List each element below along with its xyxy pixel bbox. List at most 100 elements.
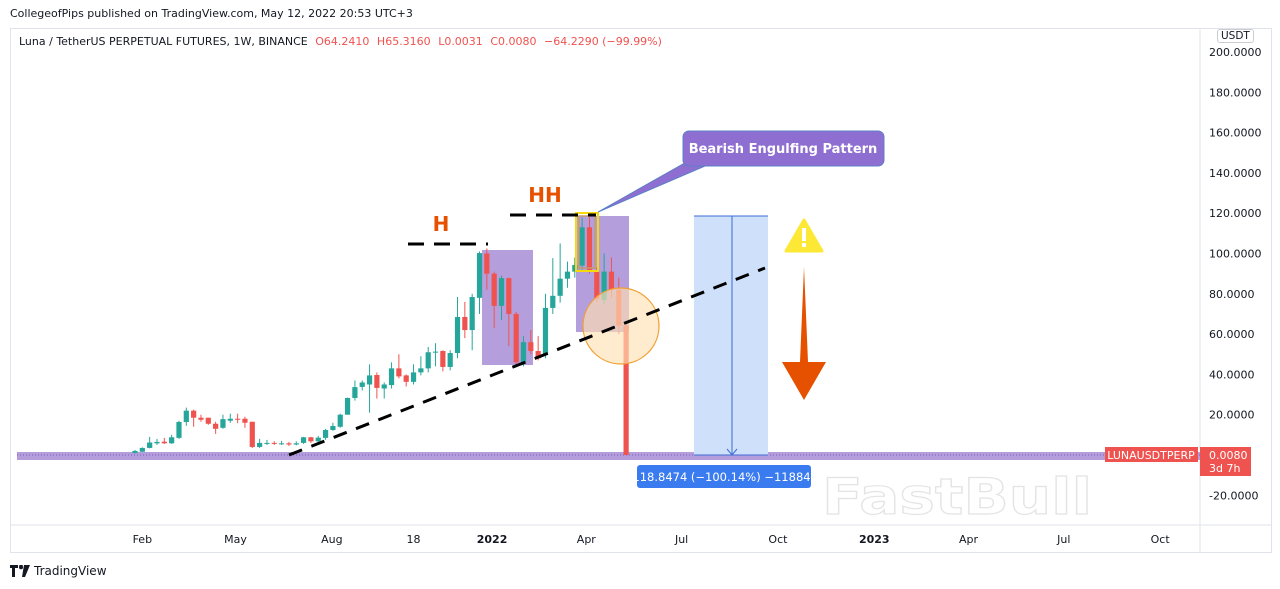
breakdown-circle <box>582 287 660 365</box>
candle <box>176 420 182 439</box>
time-tick-label: Apr <box>959 533 979 546</box>
candle-body <box>286 443 292 445</box>
candle-body <box>147 442 153 448</box>
footer-brand: TradingView <box>34 564 107 578</box>
candle-body <box>608 271 615 290</box>
symbol-price-tag <box>1105 447 1198 462</box>
candle <box>396 354 402 379</box>
candle-body <box>213 423 219 429</box>
candle <box>205 417 211 425</box>
candle <box>454 297 461 359</box>
tradingview-logo[interactable]: TradingView <box>10 564 107 578</box>
price-tick-label: 80.0000 <box>1209 288 1255 301</box>
candle-body <box>293 443 299 445</box>
price-tick-label: 200.0000 <box>1209 46 1262 59</box>
currency-button[interactable]: USDT <box>1217 29 1254 43</box>
time-tick-label: Oct <box>1151 533 1171 546</box>
candle <box>330 422 336 431</box>
measure-label-box <box>637 465 811 488</box>
candle-body <box>300 437 307 443</box>
candle <box>227 413 233 423</box>
candle-body <box>279 443 285 445</box>
candle-body <box>235 418 241 420</box>
candle-body <box>154 441 160 444</box>
candle-body <box>330 425 336 431</box>
legend-close: C0.0080 <box>490 35 537 48</box>
candle-body <box>315 437 321 442</box>
label-h: H <box>433 212 450 236</box>
candle <box>564 261 571 288</box>
candle <box>579 217 585 270</box>
price-tick-label: 120.0000 <box>1209 207 1262 220</box>
price-tick-label: 160.0000 <box>1209 127 1262 140</box>
measure-label-text: −118.8474 (−100.14%) −1188474 <box>623 470 825 484</box>
time-tick-label: Jul <box>1056 533 1070 546</box>
candle-body <box>601 271 607 300</box>
candle <box>293 441 299 446</box>
candle <box>491 271 497 329</box>
candle-body <box>359 382 365 387</box>
candle <box>440 350 446 372</box>
time-tick-label: 2022 <box>477 533 508 546</box>
symbol-price-tag-text: LUNAUSDTPERP <box>1107 449 1195 462</box>
candle-body <box>498 278 505 306</box>
candle-body <box>242 418 248 423</box>
candle <box>528 330 534 355</box>
candle-body <box>528 342 534 352</box>
engulfing-inner-box <box>578 215 596 269</box>
candle-body <box>476 253 483 298</box>
candle-body <box>403 375 409 382</box>
axes: 200.0000 180.0000 160.0000 140.0000 120.0000… <box>11 29 1271 553</box>
candle-body <box>623 325 629 455</box>
candle-body <box>198 417 204 420</box>
candle <box>337 413 343 428</box>
candle <box>586 217 593 274</box>
candle-body <box>425 352 431 369</box>
candle-body <box>322 430 329 438</box>
time-tick-label: 2023 <box>859 533 890 546</box>
candle-body <box>227 418 233 421</box>
time-tick-label: Oct <box>768 533 788 546</box>
chart-frame <box>10 28 1272 553</box>
candle <box>513 311 519 365</box>
candle-body <box>220 419 226 428</box>
candle-body <box>169 437 175 444</box>
price-tick-label: 100.0000 <box>1209 248 1262 261</box>
candle-body <box>366 375 373 385</box>
price-tick-label: 60.0000 <box>1209 328 1255 341</box>
bar-countdown: 3d 7h <box>1209 462 1240 475</box>
legend-low: L0.0031 <box>438 35 483 48</box>
candle <box>279 440 285 445</box>
candle <box>161 437 167 444</box>
candle-body <box>132 450 138 453</box>
candle <box>374 372 380 399</box>
zero-band-fill <box>17 452 1200 460</box>
candle-body <box>454 316 461 354</box>
candle <box>322 428 329 440</box>
legend-change: −64.2290 (−99.99%) <box>543 35 662 48</box>
candle <box>447 350 453 371</box>
candle <box>220 414 226 429</box>
candle <box>498 275 505 320</box>
candle-body <box>506 278 512 314</box>
candle-body <box>139 447 145 452</box>
time-tick-label: Jul <box>674 533 688 546</box>
candle <box>469 293 475 351</box>
candle-body <box>440 351 446 367</box>
candle-body <box>557 278 563 296</box>
candle-body <box>484 253 490 274</box>
candle-body <box>161 441 167 444</box>
candle <box>425 346 431 373</box>
candle <box>191 409 197 427</box>
candle <box>132 449 138 454</box>
warning-dot <box>802 243 806 247</box>
candle-body <box>542 307 549 356</box>
price-tick-label: 20.0000 <box>1209 409 1255 422</box>
candle-body <box>308 437 314 442</box>
candle-body <box>564 271 571 279</box>
price-tick-label: 40.0000 <box>1209 368 1255 381</box>
candle <box>344 397 351 415</box>
candles <box>132 217 629 455</box>
